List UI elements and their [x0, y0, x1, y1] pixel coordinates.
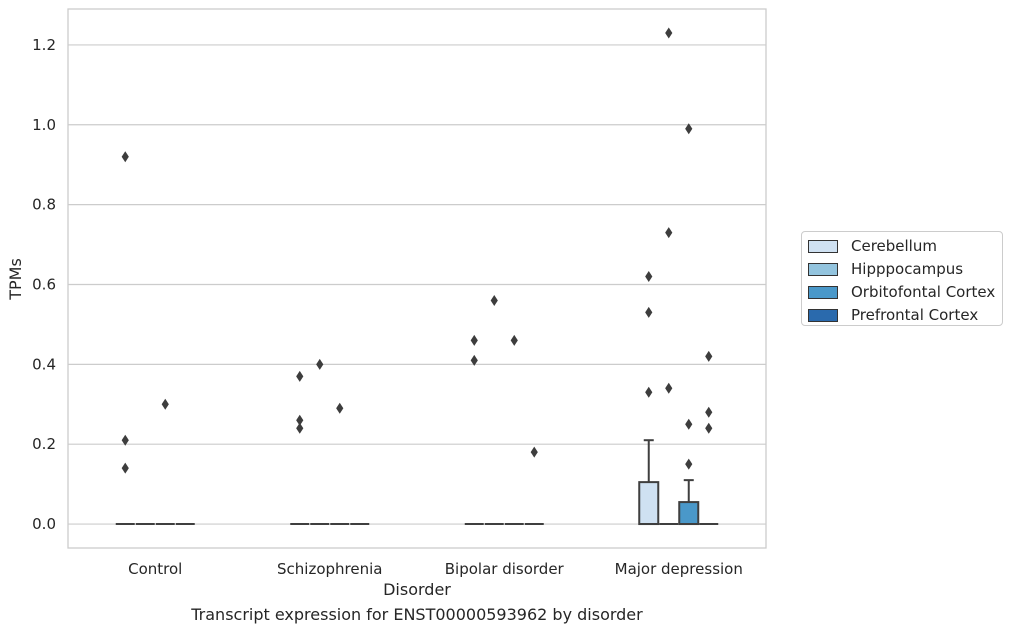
outlier-point — [296, 370, 304, 382]
outlier-point — [665, 382, 673, 394]
box-series — [115, 439, 719, 526]
legend-swatch — [808, 262, 838, 276]
legend-label: Orbitofontal Cortex — [851, 283, 996, 301]
legend-label: Cerebellum — [851, 237, 937, 255]
outlier-point — [470, 354, 478, 366]
y-tick-label: 1.2 — [32, 36, 56, 54]
outlier-point — [121, 462, 129, 474]
outlier-point — [645, 271, 653, 283]
y-tick-label: 0.2 — [32, 435, 56, 453]
y-tick-label: 0.6 — [32, 275, 56, 293]
outlier-point — [470, 334, 478, 346]
outlier-point — [121, 434, 129, 446]
x-tick-label: Control — [128, 560, 182, 578]
y-tick-label: 0.0 — [32, 515, 56, 533]
outlier-point — [121, 151, 129, 163]
legend-swatch — [808, 285, 838, 299]
outlier-point — [705, 350, 713, 362]
outlier-point — [296, 414, 304, 426]
gridlines — [68, 44, 766, 525]
outlier-point — [490, 294, 498, 306]
legend-swatch — [808, 239, 838, 253]
figure-caption: Transcript expression for ENST0000059396… — [191, 605, 643, 624]
outlier-point — [665, 27, 673, 39]
outlier-point — [665, 227, 673, 239]
y-tick-label: 0.8 — [32, 196, 56, 214]
legend-label: Prefrontal Cortex — [851, 306, 979, 324]
legend-swatch — [808, 308, 838, 322]
x-axis-ticks: Control Schizophrenia Bipolar disorder Majo… — [128, 560, 743, 578]
outlier-point — [161, 398, 169, 410]
outlier-point — [685, 123, 693, 135]
outlier-point — [336, 402, 344, 414]
outlier-point — [530, 446, 538, 458]
x-axis-label: Disorder — [383, 580, 451, 599]
y-axis-label: TPMs — [6, 258, 25, 301]
x-tick-label: Schizophrenia — [277, 560, 382, 578]
box-body — [678, 501, 700, 526]
outlier-point — [705, 422, 713, 434]
box-body — [638, 481, 660, 526]
y-tick-label: 1.0 — [32, 116, 56, 134]
x-tick-label: Major depression — [615, 560, 743, 578]
legend-label: Hipppocampus — [851, 260, 964, 278]
outlier-point — [705, 406, 713, 418]
legend-item: Hipppocampus — [808, 260, 963, 278]
legend-item: Orbitofontal Cortex — [808, 283, 995, 301]
legend: Cerebellum Hipppocampus Orbitofontal Corte… — [801, 231, 1003, 326]
outlier-points — [121, 27, 713, 474]
outlier-point — [510, 334, 518, 346]
outlier-point — [645, 306, 653, 318]
plot-frame — [67, 8, 767, 549]
y-axis-ticks: 0.0 0.2 0.4 0.6 0.8 1.0 1.2 — [32, 36, 56, 533]
y-tick-label: 0.4 — [32, 355, 56, 373]
legend-item: Cerebellum — [808, 237, 937, 255]
outlier-point — [296, 422, 304, 434]
legend-item: Prefrontal Cortex — [808, 306, 978, 324]
outlier-point — [685, 418, 693, 430]
outlier-point — [645, 386, 653, 398]
outlier-point — [685, 458, 693, 470]
x-tick-label: Bipolar disorder — [445, 560, 565, 578]
outlier-point — [316, 358, 324, 370]
